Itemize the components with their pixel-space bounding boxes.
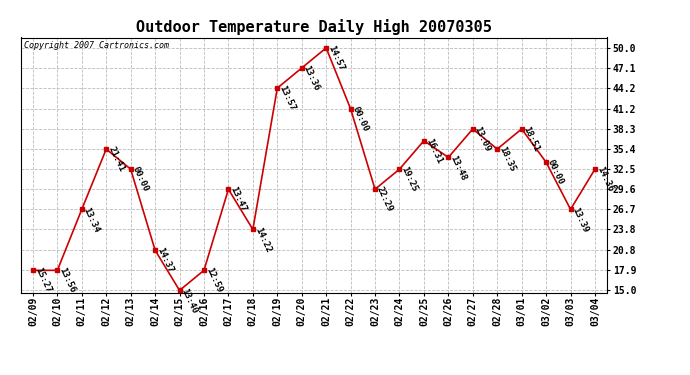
Text: 13:39: 13:39 [571, 206, 590, 234]
Text: 13:57: 13:57 [277, 84, 297, 112]
Text: 16:31: 16:31 [424, 137, 444, 165]
Text: 14:22: 14:22 [253, 226, 273, 254]
Text: 00:00: 00:00 [546, 158, 566, 187]
Text: 13:36: 13:36 [302, 64, 322, 92]
Text: 18:51: 18:51 [522, 125, 541, 153]
Text: 00:00: 00:00 [130, 165, 150, 194]
Text: 15:27: 15:27 [33, 267, 52, 295]
Text: 13:56: 13:56 [57, 267, 77, 295]
Text: 13:40: 13:40 [179, 286, 199, 315]
Text: 12:59: 12:59 [204, 267, 224, 295]
Text: 18:35: 18:35 [497, 145, 517, 173]
Text: 13:09: 13:09 [473, 125, 492, 153]
Text: 13:48: 13:48 [448, 154, 468, 182]
Text: 19:25: 19:25 [400, 165, 419, 194]
Text: 13:47: 13:47 [228, 186, 248, 214]
Text: 22:29: 22:29 [375, 186, 395, 214]
Text: 14:57: 14:57 [326, 44, 346, 72]
Text: 14:37: 14:37 [155, 246, 175, 274]
Title: Outdoor Temperature Daily High 20070305: Outdoor Temperature Daily High 20070305 [136, 19, 492, 35]
Text: Copyright 2007 Cartronics.com: Copyright 2007 Cartronics.com [23, 41, 168, 50]
Text: 00:00: 00:00 [351, 105, 370, 133]
Text: 21:41: 21:41 [106, 145, 126, 173]
Text: 14:36: 14:36 [595, 165, 615, 194]
Text: 13:34: 13:34 [82, 206, 101, 234]
